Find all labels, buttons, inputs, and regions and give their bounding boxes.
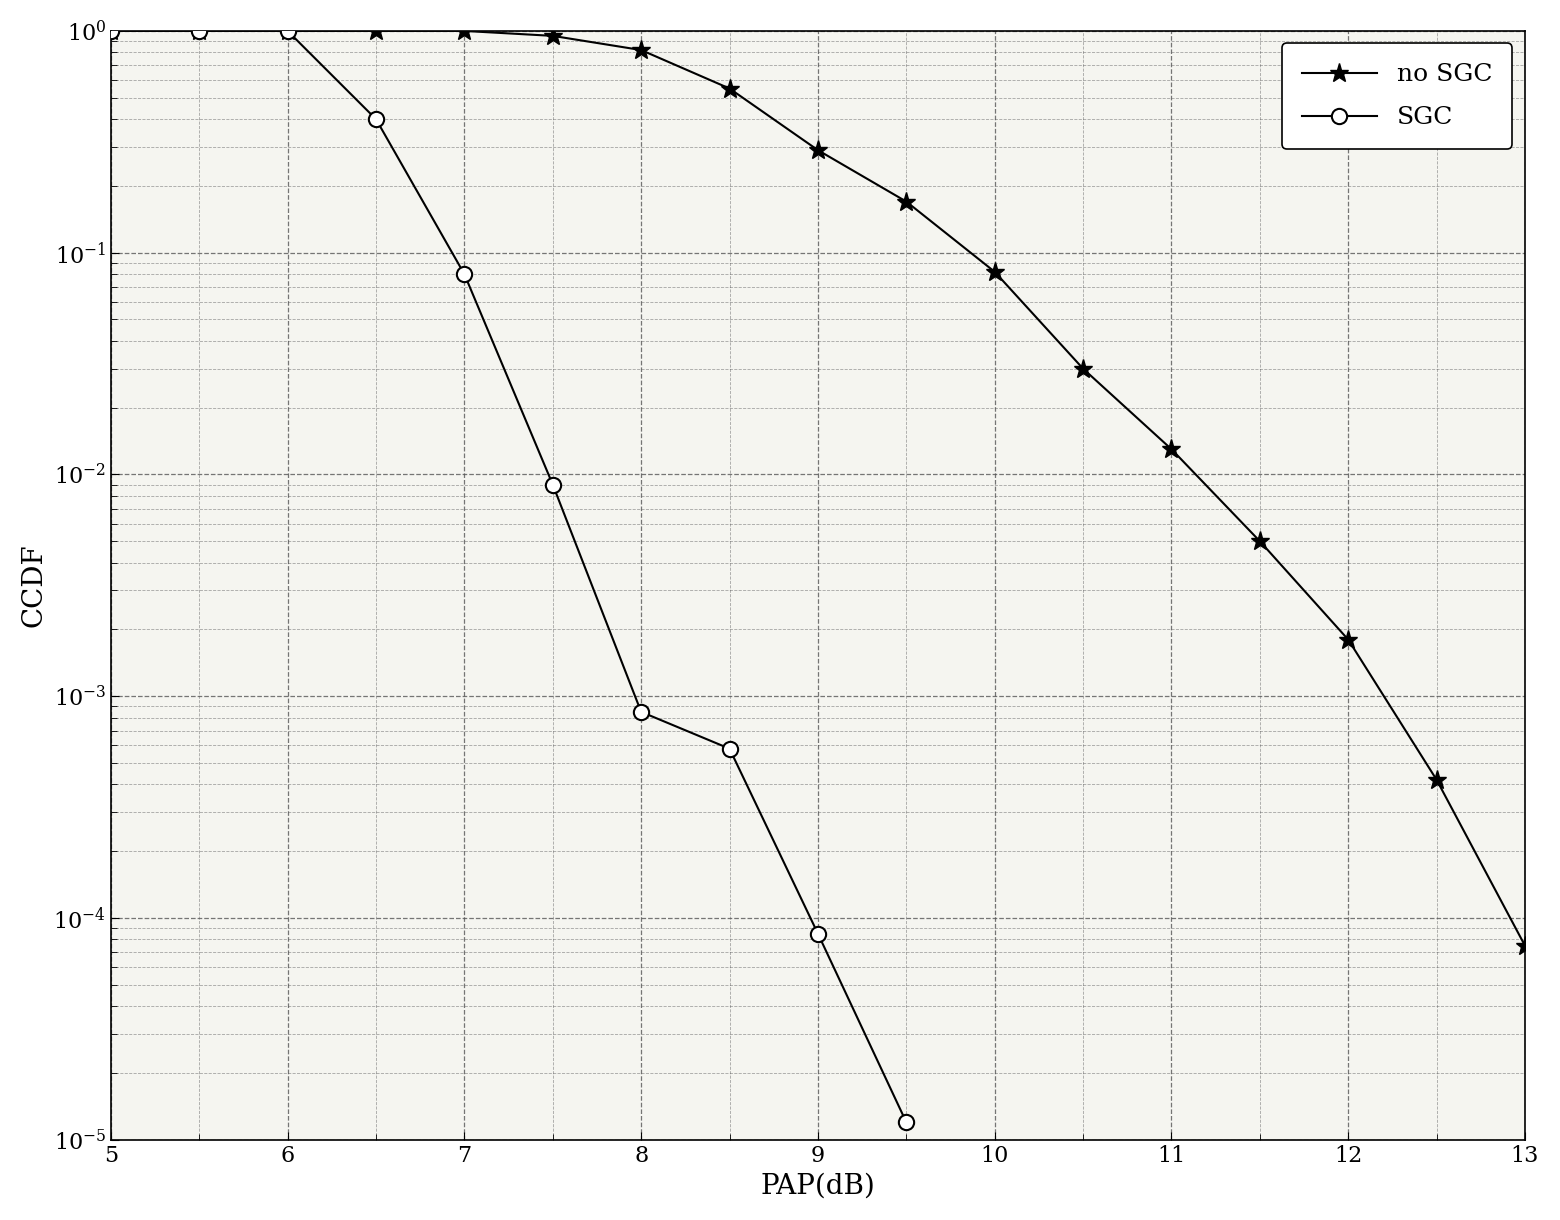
no SGC (632, 43, 651, 57)
SGC (367, 112, 385, 127)
no SGC (1162, 442, 1181, 456)
SGC (632, 705, 651, 720)
no SGC (367, 23, 385, 38)
Legend: no SGC, SGC: no SGC, SGC (1282, 44, 1513, 149)
no SGC (1338, 632, 1357, 647)
SGC (543, 477, 562, 492)
SGC (190, 23, 209, 38)
no SGC (808, 143, 827, 157)
SGC (278, 23, 296, 38)
no SGC (897, 194, 916, 209)
X-axis label: PAP(dB): PAP(dB) (760, 1172, 875, 1199)
SGC (101, 23, 120, 38)
SGC (456, 267, 474, 282)
no SGC (278, 23, 296, 38)
no SGC (456, 23, 474, 38)
Y-axis label: CCDF: CCDF (20, 544, 48, 627)
no SGC (101, 23, 120, 38)
Line: SGC: SGC (103, 23, 914, 1130)
no SGC (543, 28, 562, 43)
no SGC (1516, 938, 1535, 953)
no SGC (1251, 534, 1270, 549)
no SGC (190, 23, 209, 38)
no SGC (721, 82, 739, 96)
no SGC (986, 265, 1005, 279)
SGC (897, 1115, 916, 1130)
no SGC (1073, 361, 1092, 376)
Line: no SGC: no SGC (101, 21, 1535, 955)
no SGC (1427, 772, 1446, 787)
SGC (808, 926, 827, 941)
SGC (721, 742, 739, 756)
